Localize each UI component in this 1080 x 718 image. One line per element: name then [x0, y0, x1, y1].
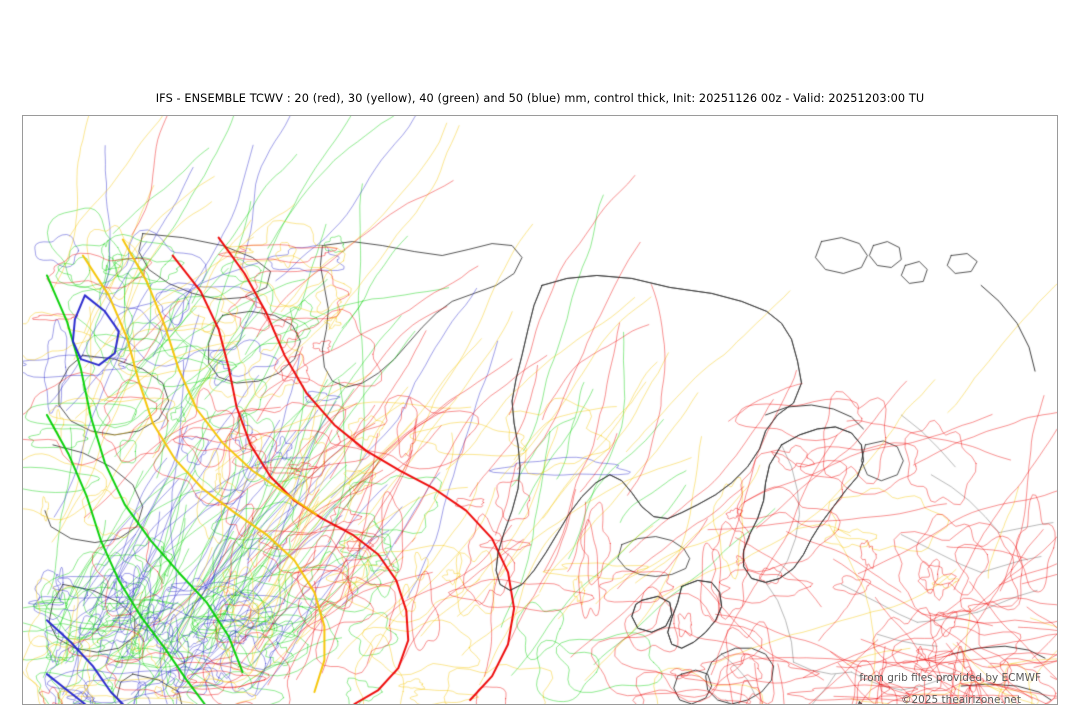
- map-frame: from grib files provided by ECMWF ©2025 …: [22, 115, 1058, 705]
- spaghetti-contour-map-canvas: [23, 116, 1057, 704]
- page-title: IFS - ENSEMBLE TCWV : 20 (red), 30 (yell…: [155, 92, 925, 105]
